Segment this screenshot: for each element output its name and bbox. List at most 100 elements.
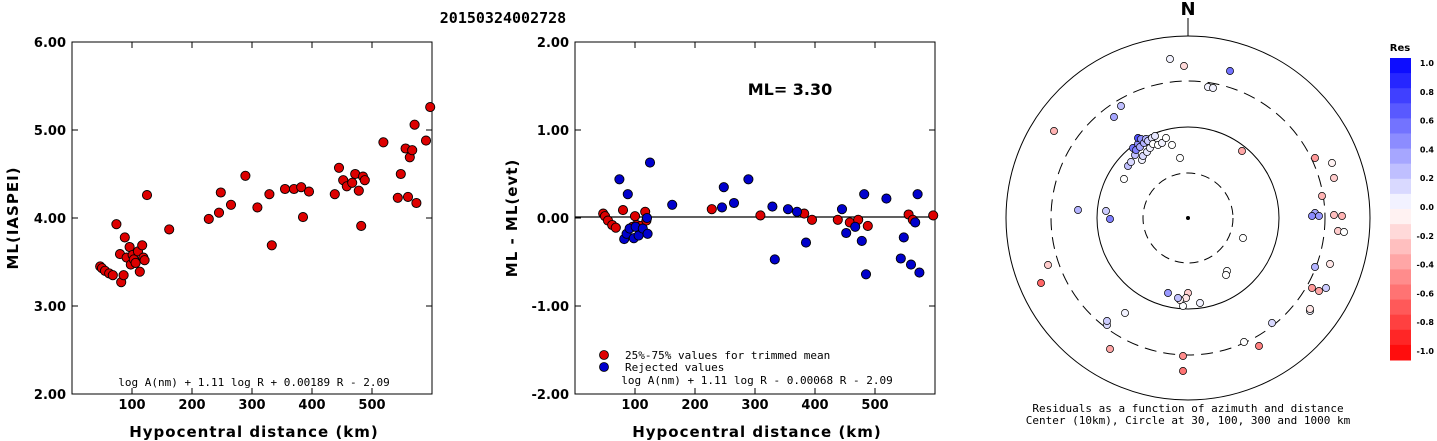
colorbar-cell [1390,88,1411,104]
station-residual-point [1166,55,1174,63]
colorbar-cell [1390,133,1411,150]
event-title: 20150324002728 [440,9,566,27]
colorbar-cell [1390,344,1411,361]
station-residual-point [1315,287,1323,295]
data-point [329,189,340,200]
data-point [225,199,237,210]
station-residual-point [1179,352,1187,360]
y-tick-label: 3.00 [34,300,66,315]
station-residual-point [1180,62,1188,70]
data-point [914,267,925,278]
station-residual-point [1308,284,1316,292]
station-residual-point [1240,338,1248,346]
y-axis-label: ML - ML(evt) [503,159,521,277]
colorbar-cell [1390,254,1411,270]
station-residual-point [1239,234,1247,242]
data-point [832,214,843,225]
plot-frame [71,41,433,395]
station-residual-point [1102,207,1110,215]
station-residual-point [1330,211,1338,219]
y-tick-label: 4.00 [34,212,66,227]
station-residual-point [1209,84,1217,92]
data-point [347,177,358,188]
colorbar-label: 0.8 [1420,88,1435,97]
station-residual-point [1168,141,1176,149]
x-tick-label: 200 [681,398,708,413]
station-residual-point [1162,134,1170,142]
y-tick-label: -2.00 [532,388,569,403]
station-residual-point [1121,309,1129,317]
data-point [111,219,122,230]
data-point [356,220,367,231]
data-point [141,190,153,201]
station-residual-point [1326,260,1334,268]
data-point [139,255,150,266]
legend-marker-trimmed [599,350,609,360]
caption-line1: Residuals as a function of azimuth and d… [1032,402,1343,415]
data-point [119,232,130,243]
data-point [134,266,145,277]
station-residual-point [1151,132,1159,140]
station-residual-point [1268,319,1276,327]
colorbar-cell [1390,118,1411,134]
colorbar-cell [1390,58,1411,74]
data-point [213,207,225,218]
data-point [279,183,291,195]
data-point [642,228,653,239]
data-point [411,197,422,209]
data-point [728,197,740,209]
y-tick-label: 0.00 [537,212,569,227]
x-axis-label: Hypocentral distance (km) [632,423,882,441]
data-point [425,102,436,113]
data-point [791,206,803,217]
x-tick-label: 500 [861,398,888,413]
x-tick-label: 200 [178,398,205,413]
data-point [782,204,794,215]
data-point [850,221,861,232]
x-tick-label: 100 [621,398,648,413]
station-residual-point [1110,113,1118,121]
station-residual-point [1074,206,1082,214]
data-point [836,204,848,215]
data-point [407,145,418,156]
data-point [856,235,867,246]
x-tick-label: 300 [238,398,265,413]
colorbar-cell [1390,178,1411,195]
station-residual-point [1106,345,1114,353]
colorbar-label: -0.4 [1417,261,1435,270]
center-marker [1186,216,1190,220]
x-tick-label: 300 [741,398,768,413]
data-point [107,270,118,281]
station-residual-point [1322,284,1330,292]
data-point [841,227,852,239]
legend-marker-rejected [599,362,609,372]
residual-vs-distance-chart: 100 200 300 400 500 -2.00 -1.00 0.00 1.00 2.00 M… [503,36,939,441]
data-point [164,224,175,235]
colorbar-label: -0.6 [1417,289,1435,298]
colorbar-label: 0.0 [1420,203,1435,212]
data-point [203,213,214,224]
data-point [767,201,778,212]
colorbar-label: -0.2 [1417,232,1435,241]
station-residual-point [1120,175,1128,183]
data-point [706,204,717,215]
ring-1000km [1005,35,1371,401]
station-residual-point [1106,215,1114,223]
station-residual-point [1318,192,1326,200]
data-point [118,270,129,281]
station-residual-point [1196,299,1204,307]
y-tick-label: 2.00 [537,36,569,51]
legend-label-trimmed: 25%-75% values for trimmed mean [625,349,830,362]
data-point [402,191,414,202]
colorbar-cell [1390,224,1411,240]
ml-vs-distance-chart: 100 200 300 400 500 2.00 3.00 4.00 5.00 6.00 log… [4,36,436,441]
data-point [928,210,939,221]
data-point [303,186,315,197]
data-point [378,137,389,148]
azimuth-residual-chart: N Residuals as a function of azimuth and… [1005,0,1371,427]
data-point [860,269,872,280]
data-point [806,214,818,225]
data-point [910,217,921,228]
data-point [667,199,678,210]
y-tick-label: 5.00 [34,124,66,139]
